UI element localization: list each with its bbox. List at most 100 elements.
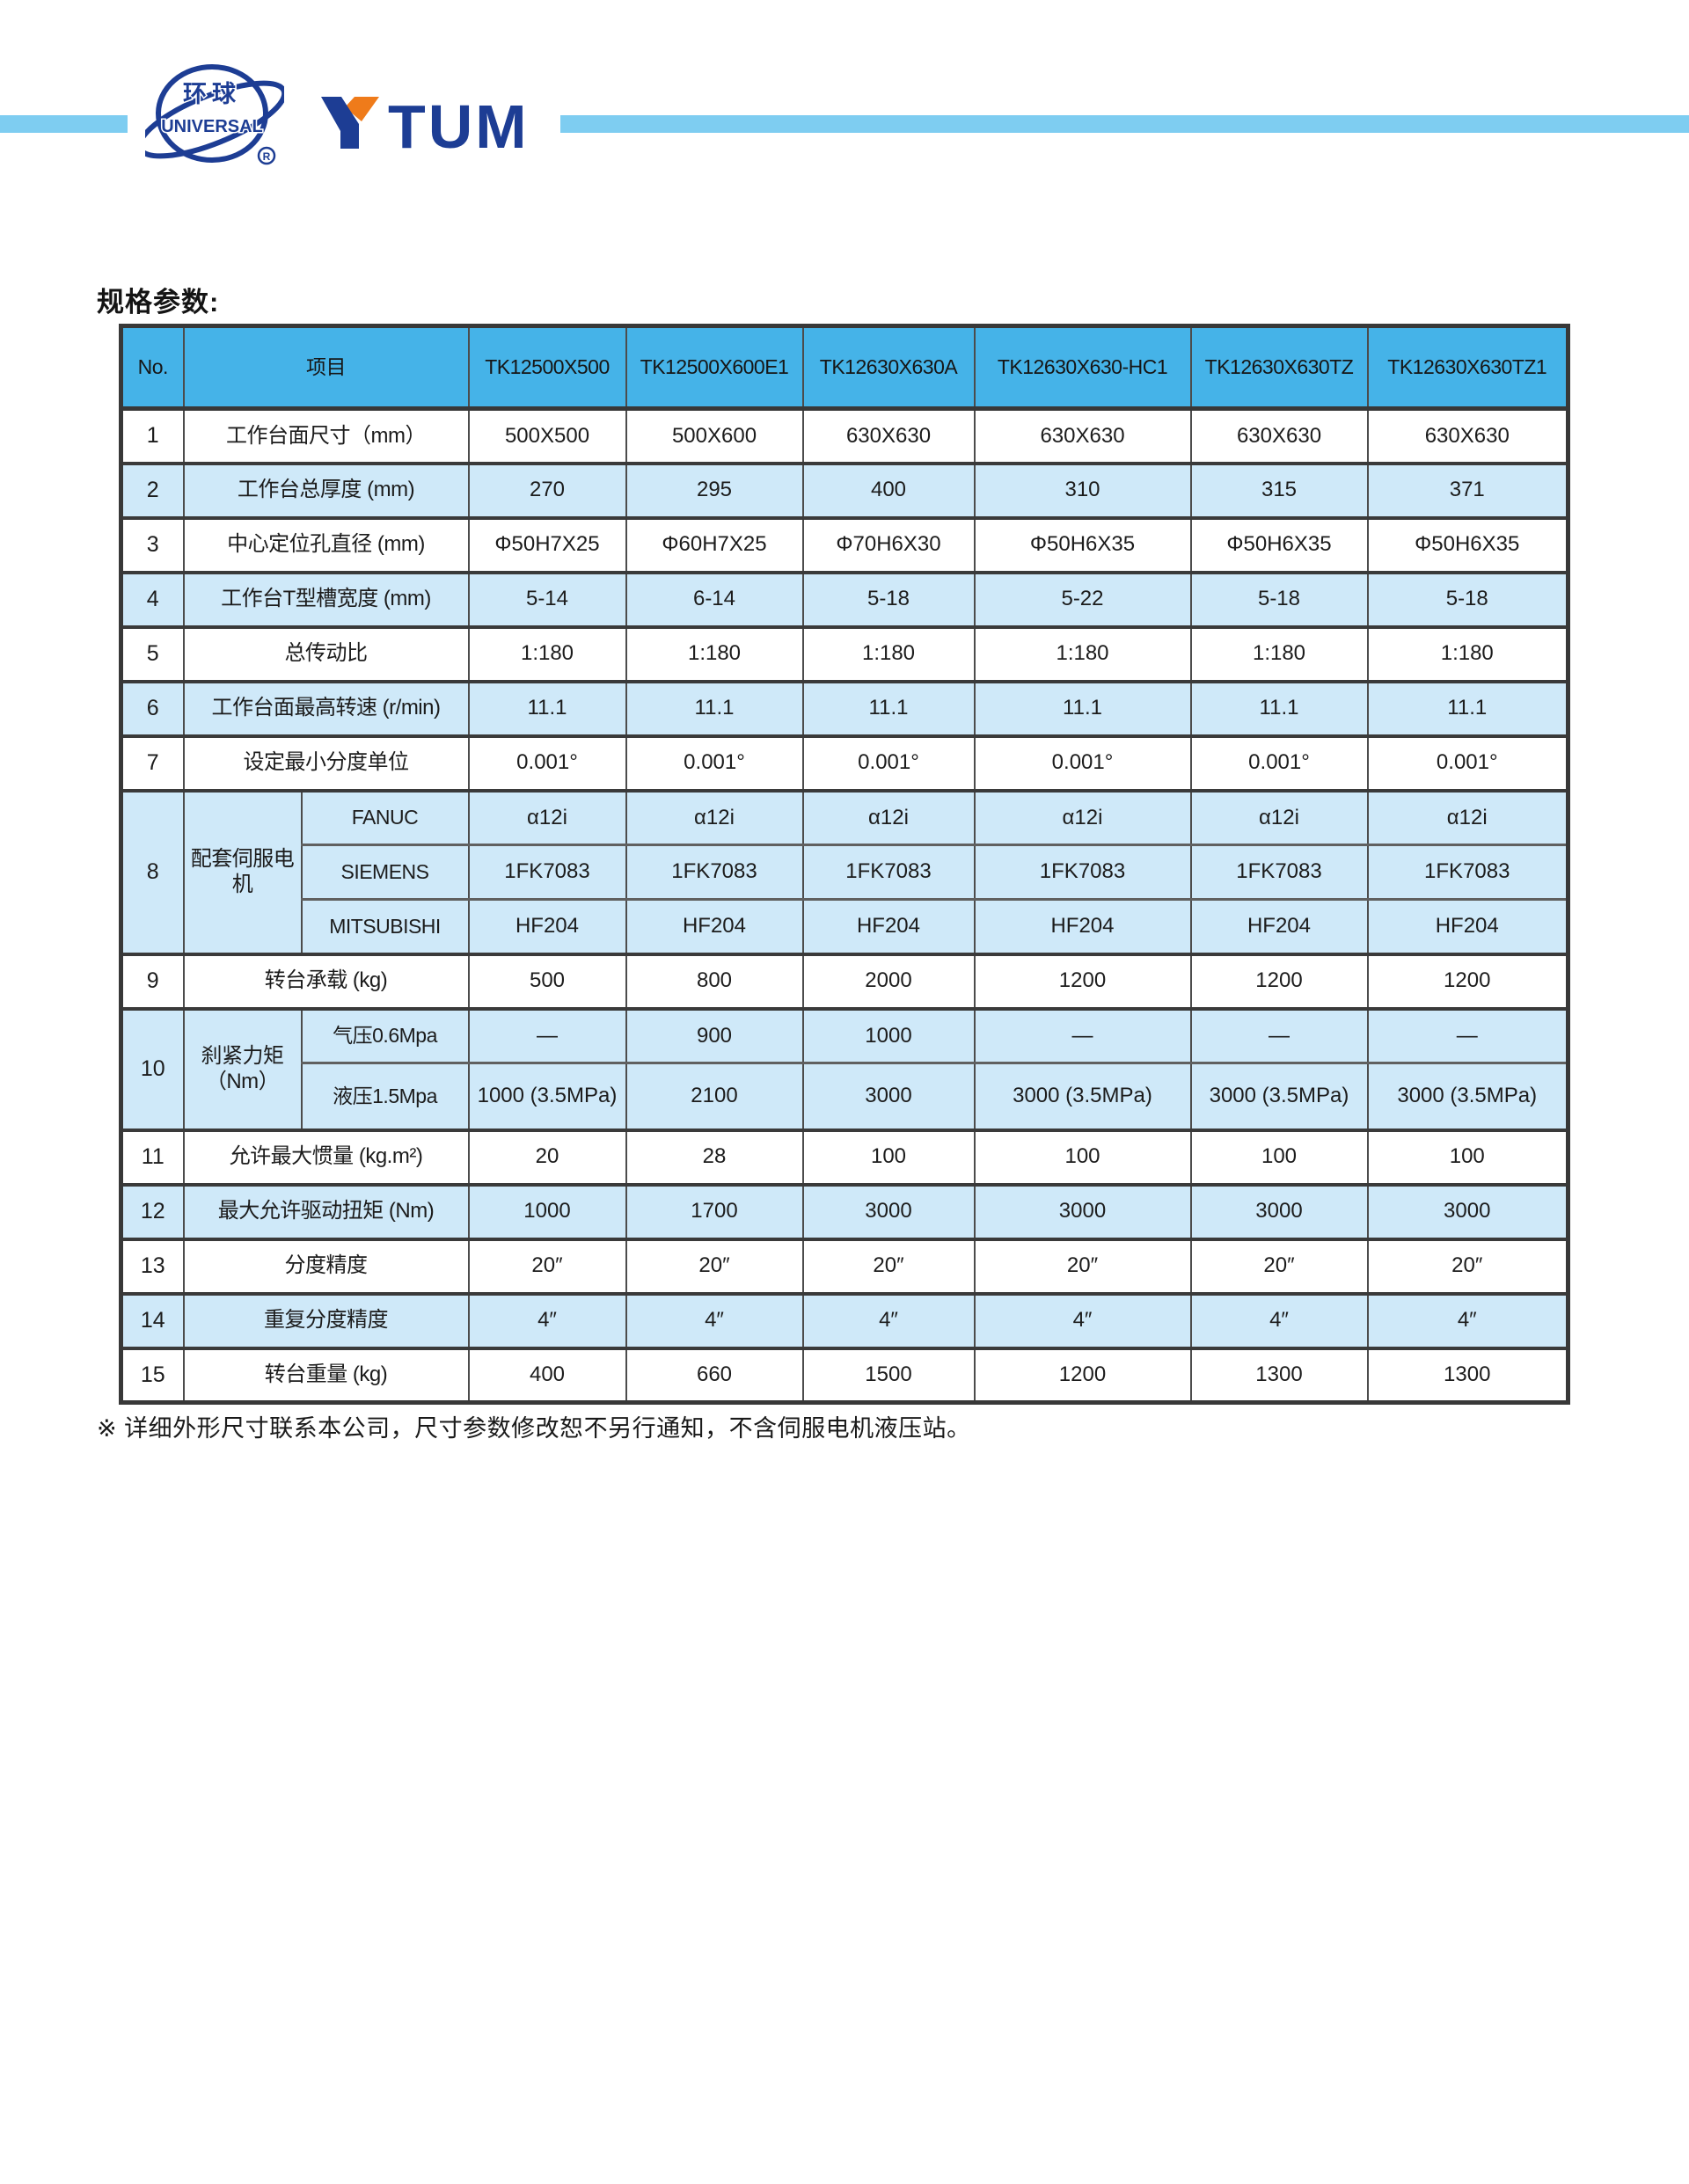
cell-value: Φ50H6X35 bbox=[973, 515, 1192, 573]
col-header-model: TK12630X630TZ1 bbox=[1366, 325, 1569, 411]
cell-value: 1500 bbox=[801, 1346, 976, 1404]
cell-value: Φ60H7X25 bbox=[625, 515, 804, 573]
cell-value: 11.1 bbox=[1189, 679, 1369, 737]
cell-value: HF204 bbox=[801, 898, 976, 955]
col-header-no: No. bbox=[120, 325, 185, 411]
table-row: 9 转台承载 (kg) 500 800 2000 1200 1200 1200 bbox=[120, 952, 1569, 1010]
row-number: 15 bbox=[120, 1346, 185, 1404]
cell-value: 1300 bbox=[1189, 1346, 1369, 1404]
cell-value: Φ70H6X30 bbox=[801, 515, 976, 573]
table-row: 3 中心定位孔直径 (mm) Φ50H7X25 Φ60H7X25 Φ70H6X30 Φ50… bbox=[120, 515, 1569, 573]
cell-value: 1200 bbox=[1366, 952, 1569, 1010]
cell-value: 0.001° bbox=[625, 734, 804, 792]
cell-value: 295 bbox=[625, 461, 804, 519]
row-label: 工作台总厚度 (mm) bbox=[182, 461, 470, 519]
cell-value: 20″ bbox=[1366, 1237, 1569, 1295]
ytum-y-orange-accent bbox=[345, 97, 379, 121]
row-number: 3 bbox=[120, 515, 185, 573]
table-header-row: No. 项目 TK12500X500 TK12500X600E1 TK12630X630… bbox=[120, 325, 1569, 411]
table-row: 14 重复分度精度 4″ 4″ 4″ 4″ 4″ 4″ bbox=[120, 1291, 1569, 1349]
row-number: 12 bbox=[120, 1182, 185, 1240]
row-number: 1 bbox=[120, 406, 185, 464]
cell-value: 4″ bbox=[1189, 1291, 1369, 1349]
row-label: 设定最小分度单位 bbox=[182, 734, 470, 792]
row-label: 允许最大惯量 (kg.m²) bbox=[182, 1128, 470, 1186]
row-number: 7 bbox=[120, 734, 185, 792]
cell-value: 630X630 bbox=[973, 406, 1192, 464]
cell-value: 0.001° bbox=[1366, 734, 1569, 792]
sub-row-label: 液压1.5Mpa bbox=[300, 1062, 470, 1131]
row-number: 2 bbox=[120, 461, 185, 519]
cell-value: 3000 (3.5MPa) bbox=[1366, 1062, 1569, 1131]
table-row: SIEMENS 1FK7083 1FK7083 1FK7083 1FK7083 1FK70… bbox=[121, 844, 1569, 901]
cell-value: 900 bbox=[625, 1006, 804, 1064]
cell-value: 1200 bbox=[973, 952, 1192, 1010]
spec-table: No. 项目 TK12500X500 TK12500X600E1 TK12630X630… bbox=[119, 324, 1570, 1405]
row-label: 重复分度精度 bbox=[182, 1291, 470, 1349]
left-accent-bar bbox=[0, 115, 128, 133]
sub-row-label: MITSUBISHI bbox=[300, 898, 470, 955]
cell-value: HF204 bbox=[467, 898, 627, 955]
col-header-model: TK12630X630A bbox=[801, 325, 976, 411]
table-row: 4 工作台T型槽宽度 (mm) 5-14 6-14 5-18 5-22 5-18 5-18 bbox=[120, 570, 1569, 628]
row-label: 转台承载 (kg) bbox=[182, 952, 470, 1010]
cell-value: 11.1 bbox=[801, 679, 976, 737]
cell-value: 1:180 bbox=[467, 625, 627, 683]
registered-mark-icon: R bbox=[263, 150, 271, 163]
cell-value: 5-18 bbox=[801, 570, 976, 628]
cell-value: α12i bbox=[1366, 788, 1569, 846]
table-row: 8 配套伺服电机 FANUC α12i α12i α12i α12i α12i α12i bbox=[120, 788, 1569, 955]
cell-value: 3000 bbox=[973, 1182, 1192, 1240]
cell-value: α12i bbox=[1189, 788, 1369, 846]
cell-value: HF204 bbox=[1189, 898, 1369, 955]
table-row: 11 允许最大惯量 (kg.m²) 20 28 100 100 100 100 bbox=[120, 1128, 1569, 1186]
col-header-item: 项目 bbox=[182, 325, 470, 411]
row-label: 工作台面尺寸（mm） bbox=[182, 406, 470, 464]
row-number: 6 bbox=[120, 679, 185, 737]
row-number: 11 bbox=[120, 1128, 185, 1186]
cell-value: — bbox=[1189, 1006, 1369, 1064]
cell-value: 5-14 bbox=[467, 570, 627, 628]
cell-value: 3000 bbox=[1189, 1182, 1369, 1240]
cell-value: 3000 (3.5MPa) bbox=[1189, 1062, 1369, 1131]
cell-value: 1FK7083 bbox=[973, 844, 1192, 901]
cell-value: Φ50H6X35 bbox=[1189, 515, 1369, 573]
cell-value: 4″ bbox=[1366, 1291, 1569, 1349]
globe-cn-text: 环球 bbox=[183, 81, 241, 107]
cell-value: 11.1 bbox=[625, 679, 804, 737]
cell-value: 500 bbox=[467, 952, 627, 1010]
cell-value: 0.001° bbox=[1189, 734, 1369, 792]
cell-value: 315 bbox=[1189, 461, 1369, 519]
cell-value: — bbox=[973, 1006, 1192, 1064]
table-row: 13 分度精度 20″ 20″ 20″ 20″ 20″ 20″ bbox=[120, 1237, 1569, 1295]
cell-value: 630X630 bbox=[1366, 406, 1569, 464]
cell-value: 1000 bbox=[801, 1006, 976, 1064]
cell-value: 1FK7083 bbox=[625, 844, 804, 901]
row-label: 工作台面最高转速 (r/min) bbox=[182, 679, 470, 737]
cell-value: α12i bbox=[625, 788, 804, 846]
cell-value: 0.001° bbox=[801, 734, 976, 792]
cell-value: 630X630 bbox=[801, 406, 976, 464]
cell-value: 660 bbox=[625, 1346, 804, 1404]
cell-value: 1:180 bbox=[973, 625, 1192, 683]
cell-value: 630X630 bbox=[1189, 406, 1369, 464]
table-row: 10 刹紧力矩 （Nm） 气压0.6Mpa —900 1000— — — bbox=[120, 1006, 1569, 1131]
right-accent-bar bbox=[560, 115, 1689, 133]
globe-en-text: UNIVERSAL bbox=[161, 117, 263, 136]
cell-value: 1FK7083 bbox=[467, 844, 627, 901]
cell-value: 1200 bbox=[973, 1346, 1192, 1404]
sub-row-label: SIEMENS bbox=[300, 844, 470, 901]
cell-value: 5-18 bbox=[1366, 570, 1569, 628]
row-number: 5 bbox=[120, 625, 185, 683]
cell-value: 20″ bbox=[467, 1237, 627, 1295]
cell-value: 0.001° bbox=[973, 734, 1192, 792]
ytum-wordmark: TUM bbox=[321, 97, 527, 151]
cell-value: 1:180 bbox=[625, 625, 804, 683]
ytum-y-navy bbox=[321, 97, 359, 149]
cell-value: 1FK7083 bbox=[801, 844, 976, 901]
sub-row-label: FANUC bbox=[300, 788, 470, 846]
row-label: 总传动比 bbox=[182, 625, 470, 683]
cell-value: 2000 bbox=[801, 952, 976, 1010]
cell-value: 1700 bbox=[625, 1182, 804, 1240]
row-number: 10 bbox=[120, 1006, 185, 1131]
